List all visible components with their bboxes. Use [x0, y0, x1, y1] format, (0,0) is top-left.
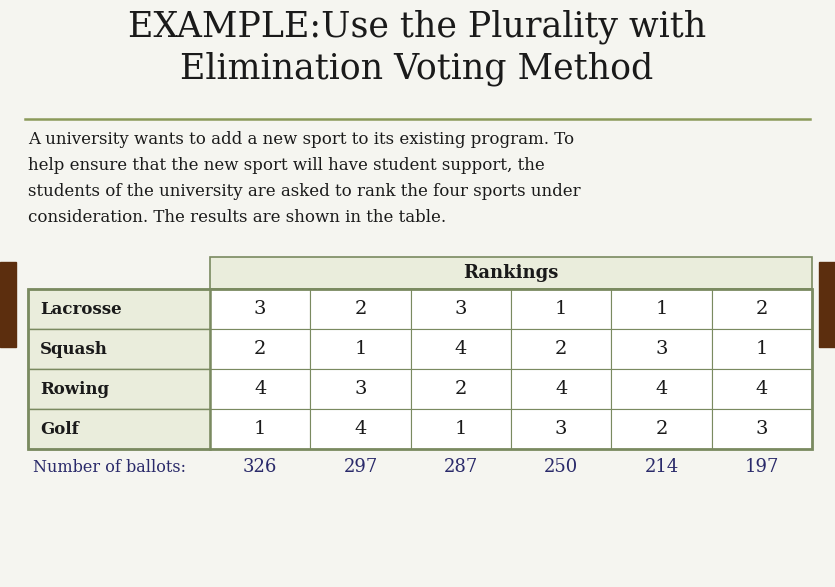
Text: 3: 3	[454, 300, 467, 318]
Text: 4: 4	[555, 380, 567, 398]
Text: 4: 4	[354, 420, 367, 438]
Bar	[210, 329, 311, 369]
Bar	[711, 369, 812, 409]
Bar	[210, 257, 812, 289]
Bar	[611, 289, 711, 329]
Text: 2: 2	[555, 340, 567, 358]
Text: Rowing: Rowing	[40, 380, 109, 397]
Text: 4: 4	[655, 380, 668, 398]
Text: 3: 3	[254, 300, 266, 318]
Text: 2: 2	[655, 420, 668, 438]
Text: 250: 250	[544, 458, 579, 476]
Text: 1: 1	[555, 300, 567, 318]
Text: Squash: Squash	[40, 340, 108, 357]
Text: 214: 214	[645, 458, 679, 476]
Text: consideration. The results are shown in the table.: consideration. The results are shown in …	[28, 209, 446, 226]
Text: Lacrosse: Lacrosse	[40, 301, 122, 318]
Bar	[28, 409, 210, 449]
Text: 3: 3	[655, 340, 668, 358]
Text: Elimination Voting Method: Elimination Voting Method	[180, 52, 654, 86]
Text: 297: 297	[343, 458, 377, 476]
Bar	[711, 289, 812, 329]
Text: help ensure that the new sport will have student support, the: help ensure that the new sport will have…	[28, 157, 544, 174]
Bar	[411, 409, 511, 449]
Bar	[28, 329, 210, 369]
Text: 4: 4	[756, 380, 768, 398]
Bar	[311, 329, 411, 369]
Bar	[611, 369, 711, 409]
Bar	[511, 369, 611, 409]
Bar	[311, 289, 411, 329]
Bar	[411, 329, 511, 369]
Text: students of the university are asked to rank the four sports under: students of the university are asked to …	[28, 183, 580, 200]
Text: 1: 1	[354, 340, 367, 358]
Bar	[210, 289, 311, 329]
Text: A university wants to add a new sport to its existing program. To: A university wants to add a new sport to…	[28, 131, 574, 148]
Bar	[210, 369, 311, 409]
Text: 2: 2	[354, 300, 367, 318]
Text: 197: 197	[745, 458, 779, 476]
Bar	[711, 409, 812, 449]
Text: 1: 1	[655, 300, 668, 318]
Text: 4: 4	[454, 340, 467, 358]
Text: 1: 1	[454, 420, 467, 438]
Bar	[210, 409, 311, 449]
Text: EXAMPLE:Use the Plurality with: EXAMPLE:Use the Plurality with	[128, 10, 706, 45]
Text: Rankings: Rankings	[463, 264, 559, 282]
Bar	[819, 262, 835, 347]
Text: 3: 3	[354, 380, 367, 398]
Bar	[28, 369, 210, 409]
Bar	[28, 289, 812, 449]
Text: 1: 1	[254, 420, 266, 438]
Text: Number of ballots:: Number of ballots:	[33, 458, 186, 475]
Text: 3: 3	[555, 420, 568, 438]
Bar	[311, 369, 411, 409]
Text: 2: 2	[454, 380, 467, 398]
Bar	[411, 369, 511, 409]
Bar	[311, 409, 411, 449]
Text: 287: 287	[443, 458, 478, 476]
Bar	[511, 289, 611, 329]
Bar	[611, 329, 711, 369]
Text: 4: 4	[254, 380, 266, 398]
Bar	[411, 289, 511, 329]
Text: 2: 2	[254, 340, 266, 358]
Bar	[511, 409, 611, 449]
Text: 3: 3	[756, 420, 768, 438]
Text: Golf: Golf	[40, 420, 78, 437]
Bar	[28, 289, 210, 329]
Text: 1: 1	[756, 340, 768, 358]
Bar	[511, 329, 611, 369]
Bar	[711, 329, 812, 369]
Bar	[611, 409, 711, 449]
Bar	[0, 262, 16, 347]
Text: 326: 326	[243, 458, 277, 476]
Text: 2: 2	[756, 300, 768, 318]
